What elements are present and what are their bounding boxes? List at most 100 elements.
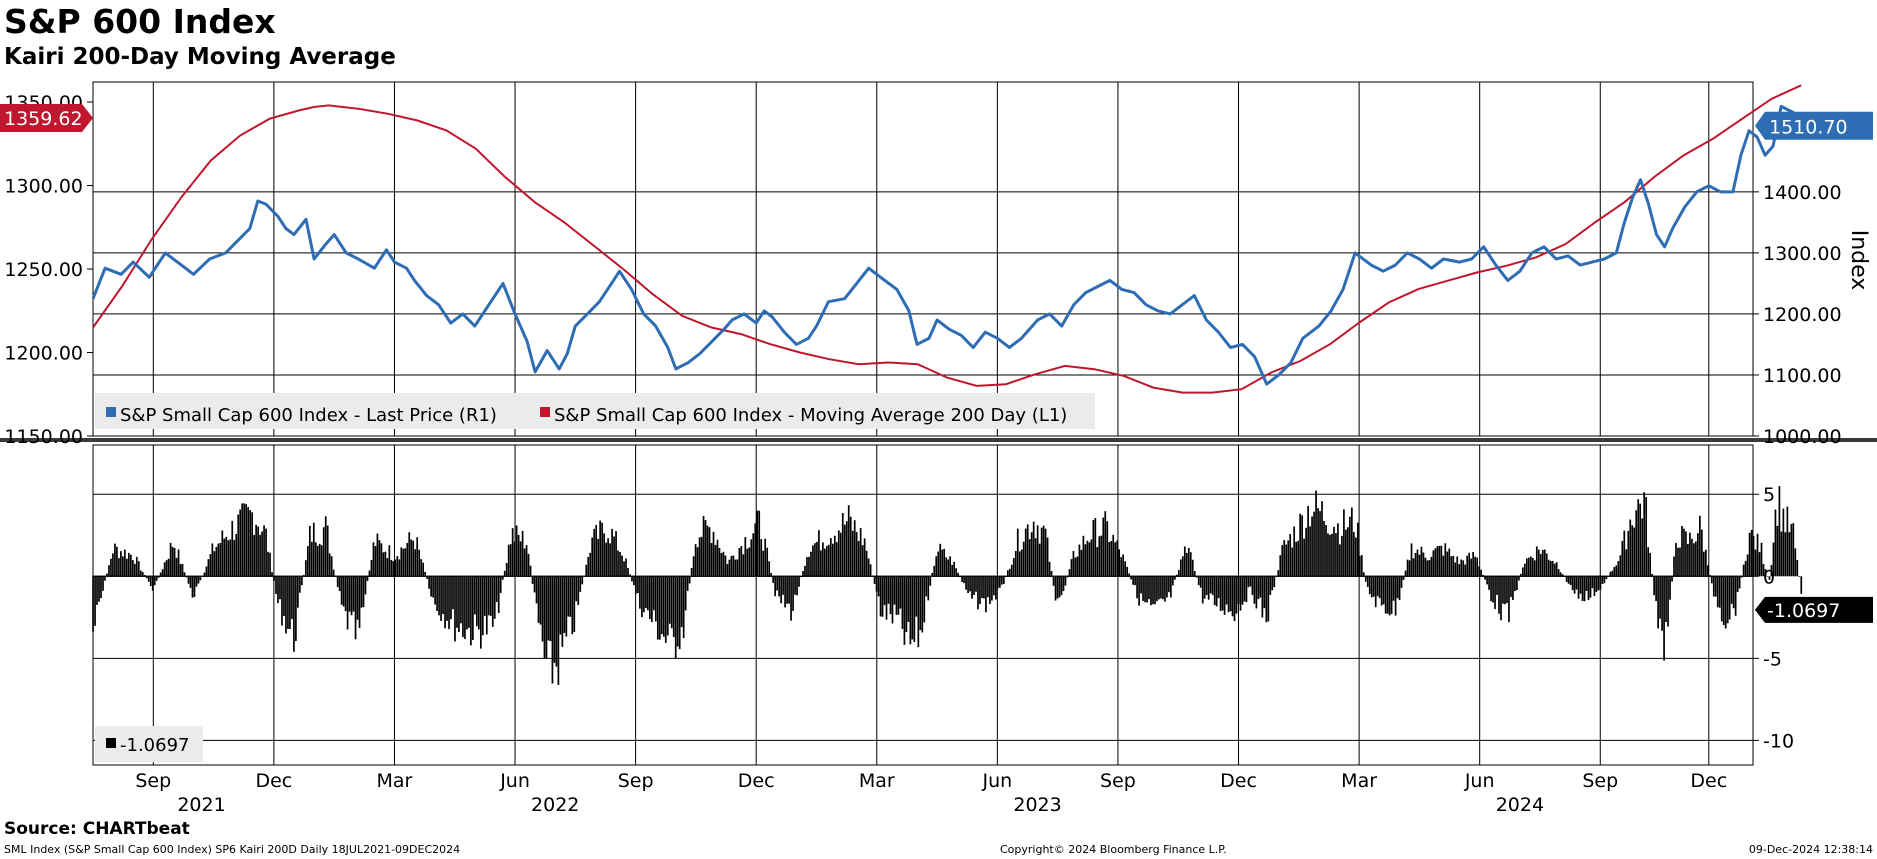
kairi-bar <box>810 551 812 577</box>
kairi-bar <box>955 568 957 577</box>
kairi-bar <box>1062 576 1065 592</box>
kairi-bar <box>1345 529 1347 577</box>
kairi-bar <box>1311 516 1313 577</box>
kairi-bar <box>1108 542 1111 577</box>
kairi-bar <box>527 553 530 577</box>
kairi-bar <box>1197 576 1200 586</box>
kairi-bar <box>1001 576 1003 585</box>
kairi-bar <box>436 576 438 612</box>
kairi-bar <box>1351 507 1353 577</box>
kairi-bar <box>106 573 108 577</box>
kairi-bar <box>1058 576 1061 598</box>
kairi-bar <box>1293 526 1296 577</box>
kairi-bar <box>1384 576 1387 614</box>
kairi-bar <box>1609 571 1612 577</box>
kairi-bar <box>450 576 452 620</box>
kairi-bar <box>1337 523 1339 577</box>
kairi-bar <box>466 576 468 630</box>
kairi-bar <box>1034 538 1037 577</box>
kairi-bar <box>1649 552 1651 577</box>
kairi-bar <box>1022 541 1025 577</box>
kairi-bar <box>887 576 890 604</box>
kairi-bar <box>118 558 120 577</box>
kairi-bar <box>788 576 790 604</box>
kairi-bar <box>92 576 94 632</box>
kairi-bar <box>1629 519 1632 577</box>
kairi-bar <box>1625 549 1628 577</box>
kairi-bar <box>1716 576 1719 608</box>
kairi-bar <box>143 575 146 577</box>
kairi-bar <box>724 555 727 577</box>
kairi-bar <box>1237 576 1240 604</box>
kairi-bar <box>1223 576 1226 615</box>
kairi-bar <box>611 528 613 577</box>
left-axis-tick-label: 1200.00 <box>4 343 83 365</box>
kairi-bar <box>1394 576 1397 616</box>
kairi-bar <box>774 576 776 597</box>
kairi-bar <box>100 576 102 599</box>
kairi-bar <box>1750 529 1753 577</box>
kairi-bar <box>267 551 269 577</box>
kairi-bar <box>1181 556 1184 577</box>
kairi-bar <box>1303 538 1305 577</box>
kairi-bar <box>806 557 808 577</box>
bottom-axis-tick-label: 5 <box>1763 484 1775 506</box>
kairi-bar <box>698 537 701 577</box>
kairi-bar <box>792 576 794 611</box>
kairi-bar <box>229 539 232 577</box>
kairi-bar <box>1124 561 1126 577</box>
kairi-bar <box>599 520 602 577</box>
kairi-bar <box>1321 501 1323 577</box>
kairi-bar <box>1281 545 1284 577</box>
kairi-bar <box>269 552 271 577</box>
kairi-bar <box>1591 576 1594 589</box>
kairi-bar <box>476 576 478 627</box>
kairi-bar <box>382 552 385 577</box>
kairi-bar <box>1376 576 1379 597</box>
kairi-bar <box>326 525 329 577</box>
kairi-bar <box>116 546 118 577</box>
kairi-bar <box>1366 576 1369 587</box>
kairi-bar <box>814 543 816 577</box>
kairi-bar <box>1577 576 1580 599</box>
kairi-bar <box>1490 576 1492 602</box>
kairi-bar <box>1016 528 1019 577</box>
kairi-bar <box>977 576 979 610</box>
kairi-bar <box>525 545 528 577</box>
kairi-bar <box>1122 554 1125 577</box>
kairi-bar <box>1665 576 1667 622</box>
kairi-bar <box>1362 572 1365 577</box>
kairi-bar <box>672 576 675 638</box>
kairi-bar <box>802 571 804 577</box>
kairi-bar <box>1325 524 1327 577</box>
kairi-bar <box>279 576 281 600</box>
kairi-bar <box>1448 548 1451 577</box>
kairi-bar <box>531 576 534 584</box>
kairi-bar <box>1146 576 1148 603</box>
kairi-bar <box>114 543 116 577</box>
kairi-bar <box>283 576 285 616</box>
kairi-bar <box>831 543 834 577</box>
kairi-bar <box>145 576 148 579</box>
kairi-bar <box>835 542 838 577</box>
kairi-bar <box>668 576 671 624</box>
kairi-bar <box>485 576 488 635</box>
kairi-bar <box>1307 505 1309 577</box>
kairi-bar <box>824 548 826 577</box>
kairi-bar <box>875 576 878 592</box>
kairi-bar <box>603 533 605 577</box>
kairi-bar <box>1734 576 1737 616</box>
kairi-bar <box>362 576 365 608</box>
kairi-bar <box>1488 576 1490 590</box>
kairi-bar <box>147 576 150 582</box>
kairi-bar <box>177 549 180 577</box>
kairi-bar <box>1617 561 1620 577</box>
kairi-bar <box>223 538 226 577</box>
kairi-bar <box>563 576 566 634</box>
kairi-bar <box>965 576 967 590</box>
kairi-bar <box>364 576 367 595</box>
kairi-bar <box>193 576 196 597</box>
kairi-bar <box>1352 532 1355 577</box>
ma-flag-shape <box>0 104 93 132</box>
kairi-bar <box>1418 554 1421 577</box>
